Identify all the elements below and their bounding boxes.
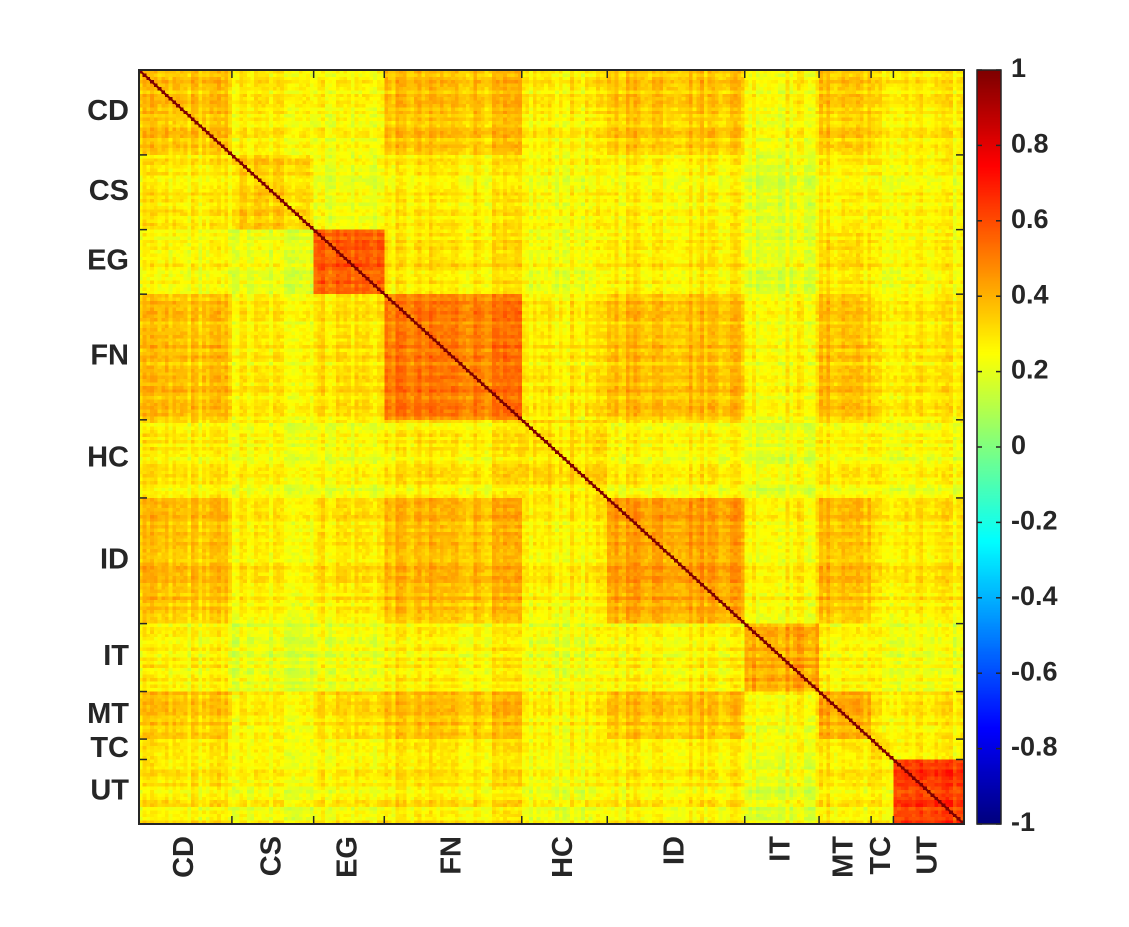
x-label-tc: TC	[865, 836, 897, 875]
heatmap-diagonal	[138, 69, 965, 825]
x-group-labels: CD CS EG FN HC ID IT MT TC UT	[168, 836, 943, 878]
colorbar-tick-label: -0.8	[1011, 732, 1058, 762]
y-label-ut: UT	[90, 774, 129, 806]
y-label-cd: CD	[87, 95, 129, 127]
colorbar-tick-label: -1	[1011, 807, 1035, 837]
axis-ticks	[139, 70, 964, 824]
colorbar-tick-label: -0.4	[1011, 581, 1058, 611]
colorbar-tick-label: 0.2	[1011, 355, 1049, 385]
plot-frame	[138, 69, 965, 825]
x-label-cs: CS	[255, 836, 287, 876]
x-label-eg: EG	[332, 836, 364, 878]
colorbar-tick-label: 0.6	[1011, 204, 1049, 234]
y-label-eg: EG	[87, 245, 129, 277]
y-label-mt: MT	[87, 698, 129, 730]
x-label-mt: MT	[828, 836, 860, 878]
x-label-id: ID	[659, 836, 691, 865]
colorbar-frame	[976, 69, 1002, 825]
x-label-fn: FN	[436, 836, 468, 875]
colorbar-tick-label: 0.8	[1011, 129, 1049, 159]
x-label-cd: CD	[168, 836, 200, 878]
y-label-tc: TC	[90, 732, 129, 764]
colorbar-tick-label: 1	[1011, 53, 1026, 83]
y-label-hc: HC	[87, 442, 129, 474]
y-label-fn: FN	[90, 340, 129, 372]
colorbar-tick-labels: 1 0.8 0.6 0.4 0.2 0 -0.2 -0.4 -0.6 -0.8 -1	[1011, 53, 1058, 837]
y-label-cs: CS	[89, 175, 129, 207]
y-label-id: ID	[100, 543, 129, 575]
colorbar-tick-label: 0.4	[1011, 279, 1049, 309]
colorbar-tick-label: -0.2	[1011, 506, 1058, 536]
x-label-it: IT	[765, 836, 797, 862]
x-label-ut: UT	[911, 836, 943, 875]
colorbar-tick-label: 0	[1011, 430, 1026, 460]
x-label-hc: HC	[547, 836, 579, 878]
y-label-it: IT	[103, 640, 129, 672]
colorbar-tick-label: -0.6	[1011, 656, 1058, 686]
